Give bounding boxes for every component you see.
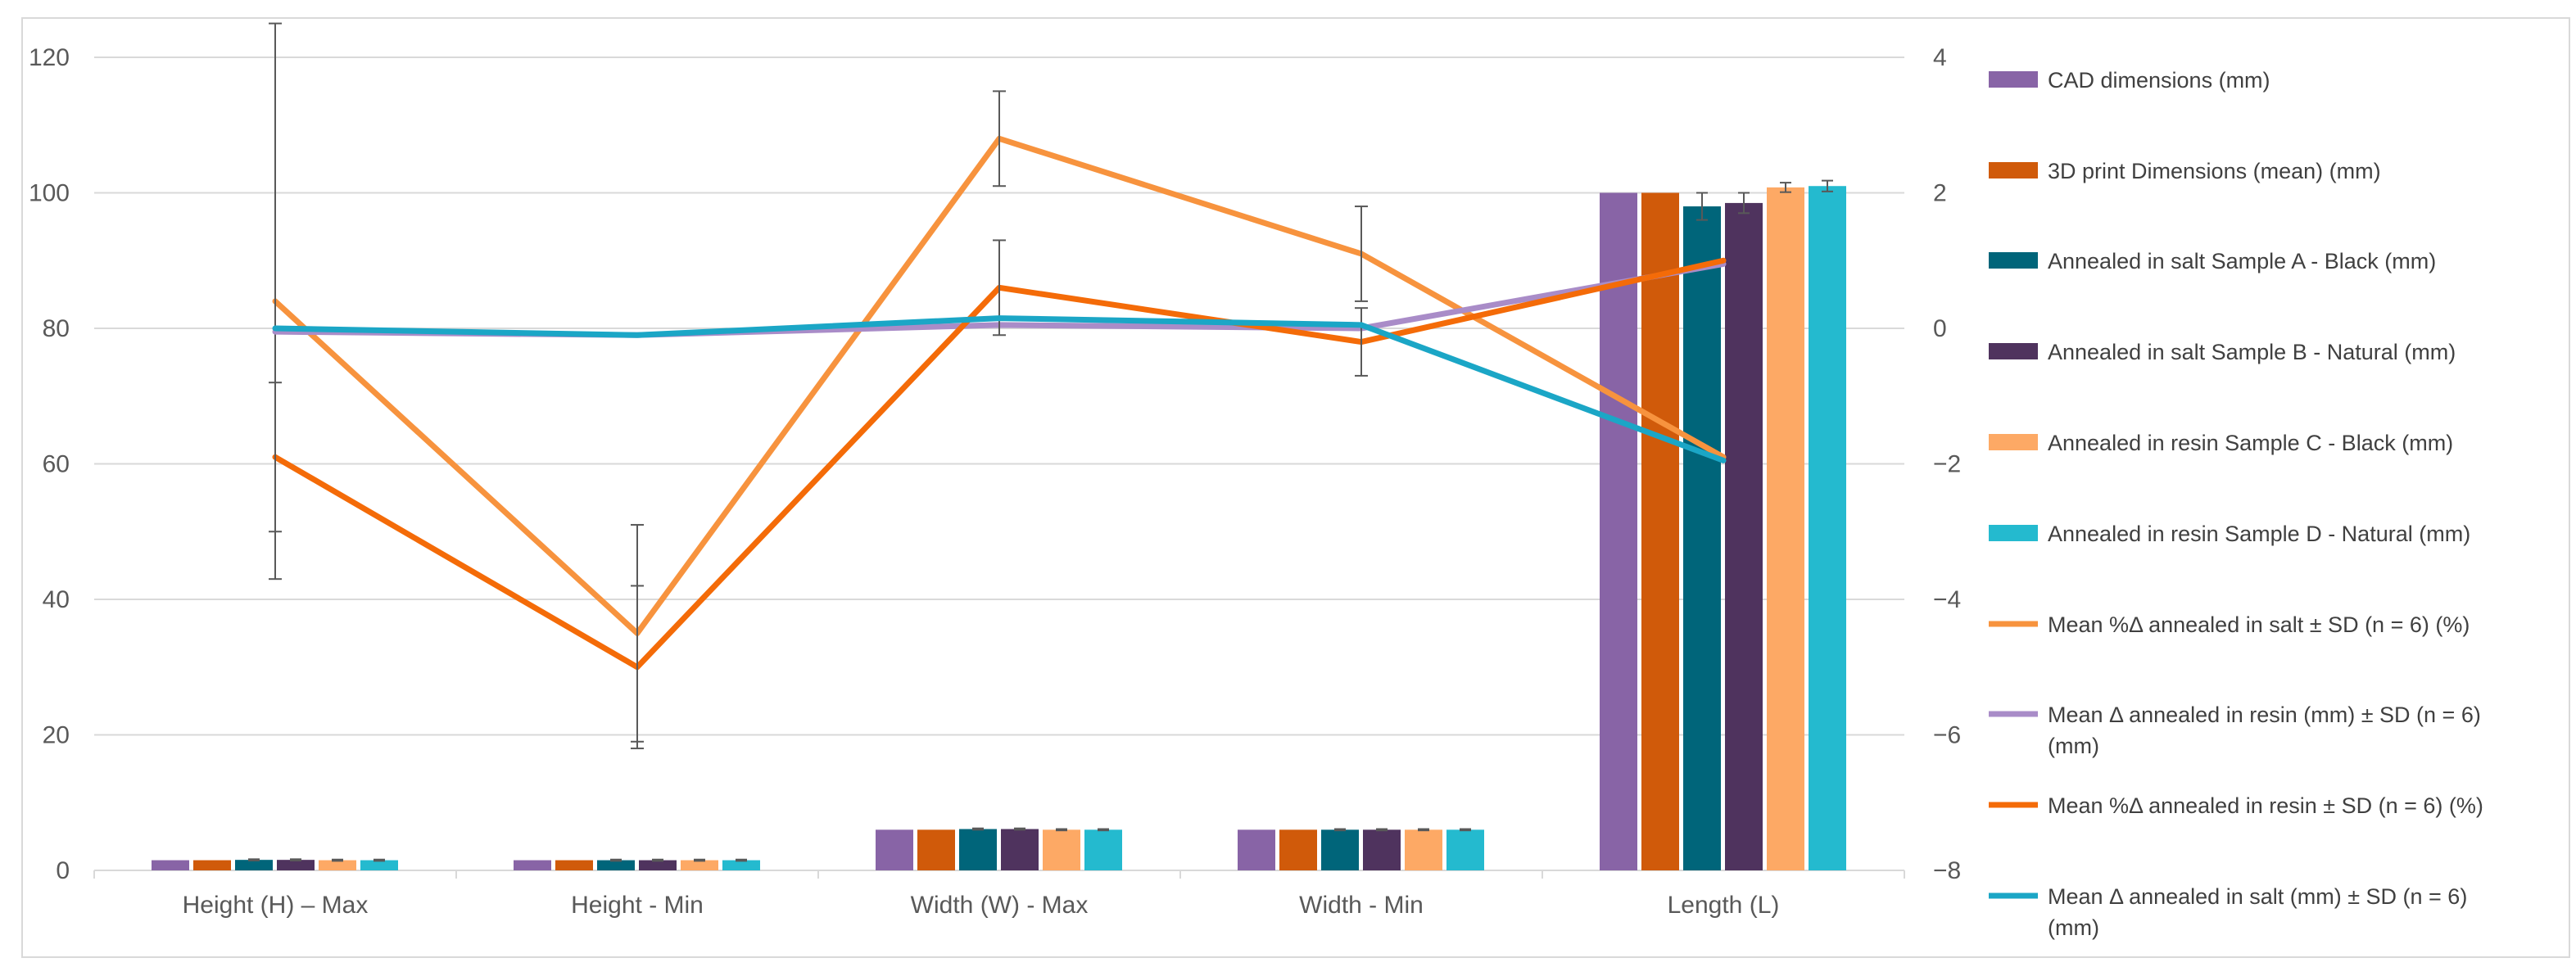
bar [917,829,955,870]
legend-label: Annealed in resin Sample D - Natural (mm… [2048,522,2470,546]
legend-swatch-bar [1989,252,2038,269]
bar [319,860,356,870]
x-category-label: Height - Min [571,892,704,919]
y-left-tick-label: 0 [56,857,70,884]
y-right-tick-label: −8 [1933,857,1961,884]
bar [555,860,593,870]
line-series-group [269,22,1727,750]
bar [597,860,635,870]
bar [193,860,231,870]
legend-swatch-bar [1989,162,2038,178]
x-category-label: Width - Min [1299,892,1424,919]
bar [1084,829,1122,870]
bar [1043,829,1080,870]
y-right-tick-label: 0 [1933,315,1947,342]
bar [1446,829,1484,870]
y-left-tick-label: 20 [43,722,70,749]
legend-label: Mean Δ annealed in resin (mm) ± SD (n = … [2048,703,2481,758]
legend-label: Mean %Δ annealed in resin ± SD (n = 6) (… [2048,793,2483,818]
legend-swatch-bar [1989,525,2038,541]
bar [235,860,273,870]
bar [1321,829,1359,870]
bar [876,829,913,870]
legend-label: CAD dimensions (mm) [2048,68,2270,93]
bar [1001,829,1039,870]
bar [681,860,718,870]
bar [277,860,315,870]
chart-border [21,17,2570,958]
bar [1641,192,1679,870]
bar-series-group [152,179,1846,871]
legend-label: Mean Δ annealed in salt (mm) ± SD (n = 6… [2048,884,2467,940]
legend-label: Annealed in salt Sample B - Natural (mm) [2048,340,2456,364]
y-right-tick-label: −2 [1933,451,1961,478]
axes: 0 20 40 60 80 100 120 −8 −6 −4 −2 0 2 4 Height (H) – M… [29,44,1961,919]
bar [1405,829,1442,870]
bar [1767,187,1804,870]
bar [639,860,677,870]
bar [722,860,760,870]
x-category-label: Length (L) [1668,892,1780,919]
y-right-tick-label: −6 [1933,722,1961,749]
y-left-tick-label: 100 [29,180,70,207]
bar [1600,192,1637,870]
y-left-tick-label: 60 [43,451,70,478]
y-left-tick-label: 80 [43,315,70,342]
legend-label: 3D print Dimensions (mean) (mm) [2048,159,2381,183]
x-category-label: Width (W) - Max [911,892,1089,919]
bar [1683,206,1721,871]
legend-swatch-bar [1989,434,2038,450]
bar [1279,829,1317,870]
y-right-tick-label: 2 [1933,180,1947,207]
bar [514,860,551,870]
legend-swatch-bar [1989,343,2038,359]
y-left-tick-label: 40 [43,586,70,613]
y-right-tick-label: −4 [1933,586,1961,613]
bar [1363,829,1401,870]
y-right-tick-label: 4 [1933,44,1947,71]
bar [959,829,997,870]
bar [152,860,189,870]
bar [1725,202,1763,871]
line-series-path [272,315,1727,463]
legend-swatch-bar [1989,71,2038,88]
x-category-label: Height (H) – Max [183,892,369,919]
bar [360,860,398,870]
legend-label: Annealed in salt Sample A - Black (mm) [2048,249,2436,273]
y-left-tick-label: 120 [29,44,70,71]
legend-label: Mean %Δ annealed in salt ± SD (n = 6) (%… [2048,612,2470,637]
legend-label: Annealed in resin Sample C - Black (mm) [2048,431,2453,455]
legend: CAD dimensions (mm) 3D print Dimensions (… [1989,68,2483,940]
bar [1809,186,1846,871]
bar [1238,829,1275,870]
